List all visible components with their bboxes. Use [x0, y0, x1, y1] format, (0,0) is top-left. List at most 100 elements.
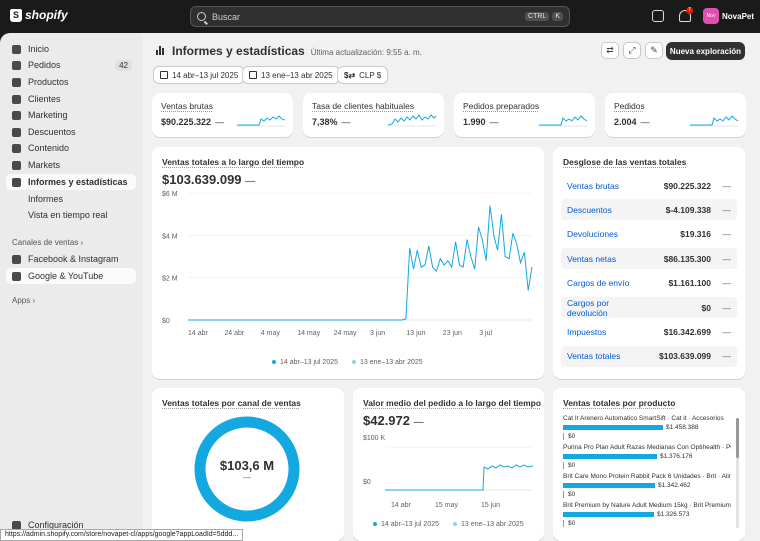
sidebar-item-google-youtube[interactable]: Google & YouTube	[6, 268, 136, 284]
sidebar-item-configuracion[interactable]: Configuración	[6, 517, 136, 533]
edit-button[interactable]: ✎	[645, 42, 663, 59]
axis-zero-label: $0	[563, 491, 731, 498]
chevron-right-icon: ›	[32, 296, 36, 305]
breakdown-value: $86.135.300	[663, 253, 711, 264]
currency-picker[interactable]: $⇄ CLP $	[337, 66, 389, 84]
legend-current[interactable]: 14 abr–13 jul 2025	[272, 359, 338, 366]
axis-zero-label: $0	[563, 433, 731, 440]
x-tick: 24 may	[334, 330, 357, 337]
x-tick: 3 jun	[370, 330, 385, 337]
breakdown-label[interactable]: Descuentos	[567, 204, 612, 215]
store-name[interactable]: NovaPet	[722, 12, 755, 21]
card-title: Desglose de las ventas totales	[563, 157, 687, 167]
product-row[interactable]: Purina Pro Plan Adult Razas Medianas Con…	[563, 444, 731, 469]
chart-icon	[12, 177, 21, 187]
compare-range-picker[interactable]: 13 ene–13 abr 2025	[242, 66, 340, 84]
breakdown-row[interactable]: Ventas totales $103.639.099 —	[561, 345, 737, 367]
pencil-icon: ✎	[650, 45, 658, 55]
shopify-logo[interactable]: shopify	[10, 8, 68, 22]
product-name[interactable]: Purina Pro Plan Adult Razas Medianas Con…	[563, 444, 731, 451]
metric-card-fulfilled-orders[interactable]: Pedidos preparados 1.990—	[454, 93, 595, 137]
x-tick: 15 jun	[481, 502, 500, 509]
legend-current[interactable]: 14 abr–13 jul 2025	[373, 521, 439, 528]
refresh-button[interactable]: ⇄	[601, 42, 619, 59]
avatar[interactable]: Nov	[703, 8, 719, 24]
axis-zero-label: $0	[563, 462, 731, 469]
breakdown-label[interactable]: Ventas netas	[567, 253, 617, 264]
donut-slice-google[interactable]	[194, 416, 300, 522]
donut-chart[interactable]	[192, 414, 302, 534]
orders-icon	[12, 60, 21, 70]
breakdown-row[interactable]: Devoluciones $19.316 —	[561, 224, 737, 245]
breakdown-label[interactable]: Devoluciones	[567, 229, 619, 240]
breakdown-row[interactable]: Cargos por devolución $0 —	[561, 297, 737, 318]
product-row[interactable]: Cat It Arenero Automatico SmartSift · Ca…	[563, 415, 731, 440]
breakdown-change: —	[722, 278, 732, 289]
top-bar: shopify Buscar CTRL K 7 Nov NovaPet	[0, 0, 760, 33]
x-tick: 24 abr	[224, 330, 245, 337]
new-exploration-button[interactable]: Nueva exploración	[666, 42, 745, 60]
scrollbar[interactable]	[736, 418, 739, 528]
fullscreen-button[interactable]: ⤢	[623, 42, 641, 59]
sparkline	[690, 115, 738, 127]
breakdown-label[interactable]: Cargos por devolución	[567, 297, 610, 318]
breakdown-label[interactable]: Cargos de envío	[567, 278, 630, 289]
aov-line-chart[interactable]: $100 K $0 14 abr 15 may 15 jun	[353, 432, 544, 512]
notification-badge: 7	[686, 7, 693, 14]
donut-center-value: $103,6 M	[219, 458, 275, 473]
sidebar-item-markets[interactable]: Markets	[6, 157, 136, 173]
product-row[interactable]: Brit Care Mono Protein Rabbit Pack 6 Uni…	[563, 473, 731, 498]
browser-status-url: https://admin.shopify.com/store/novapet-…	[0, 529, 244, 541]
sidebar-item-clientes[interactable]: Clientes	[6, 91, 136, 107]
breakdown-label[interactable]: Impuestos	[567, 326, 607, 337]
sidebar-item-pedidos[interactable]: Pedidos 42	[6, 57, 136, 73]
breakdown-row[interactable]: Cargos de envío $1.161.100 —	[561, 273, 737, 294]
apps-heading[interactable]: Apps ›	[12, 296, 36, 305]
legend-previous[interactable]: 13 ene–13 abr 2025	[352, 359, 423, 366]
refresh-icon: ⇄	[606, 45, 614, 55]
sidebar-item-facebook-instagram[interactable]: Facebook & Instagram	[6, 251, 136, 267]
product-bar	[563, 454, 657, 459]
sidebar-subitem-tiempo-real[interactable]: Vista en tiempo real	[28, 210, 108, 220]
kbd-k: K	[552, 12, 563, 21]
sidebar-item-contenido[interactable]: Contenido	[6, 140, 136, 156]
metric-card-orders[interactable]: Pedidos 2.004—	[605, 93, 746, 137]
shopify-bag-icon	[10, 8, 22, 22]
sales-channels-heading[interactable]: Canales de ventas ›	[12, 238, 84, 247]
breakdown-label[interactable]: Ventas totales	[567, 351, 621, 362]
gear-icon	[12, 520, 21, 530]
breakdown-row[interactable]: Impuestos $16.342.699 —	[561, 321, 737, 342]
breakdown-row[interactable]: Ventas brutas $90.225.322 —	[561, 175, 737, 196]
date-range-picker[interactable]: 14 abr–13 jul 2025	[153, 66, 246, 84]
breakdown-change: —	[722, 253, 732, 264]
search-input[interactable]: Buscar CTRL K	[190, 6, 570, 27]
axis-zero-label: $0	[563, 520, 731, 527]
product-name[interactable]: Brit Premium by Nature Adult Medium 15kg…	[563, 502, 731, 509]
product-name[interactable]: Cat It Arenero Automatico SmartSift · Ca…	[563, 415, 724, 422]
calendar-icon	[249, 71, 257, 79]
sidebar-item-marketing[interactable]: Marketing	[6, 107, 136, 123]
breakdown-row[interactable]: Ventas netas $86.135.300 —	[561, 248, 737, 270]
sidebar-item-productos[interactable]: Productos	[6, 74, 136, 90]
orders-count-badge: 42	[115, 59, 132, 71]
product-value: $1.458.388	[666, 424, 699, 431]
product-bar	[563, 512, 654, 517]
metric-card-returning-rate[interactable]: Tasa de clientes habituales 7,38% —	[303, 93, 444, 137]
y-tick: $4 M	[162, 233, 178, 240]
product-row[interactable]: Brit Premium by Nature Adult Medium 15kg…	[563, 502, 731, 527]
breakdown-row[interactable]: Descuentos $-4.109.338 —	[561, 199, 737, 221]
sidebar-subitem-informes[interactable]: Informes	[28, 194, 64, 204]
card-title: Ventas totales a lo largo del tiempo	[162, 157, 305, 167]
metric-card-gross-sales[interactable]: Ventas brutas $90.225.322—	[152, 93, 293, 137]
sidebar-item-inicio[interactable]: Inicio	[6, 41, 136, 57]
sidebar-item-informes-estadisticas[interactable]: Informes y estadísticas	[6, 174, 136, 190]
bell-icon[interactable]	[679, 10, 691, 22]
breakdown-value: $-4.109.338	[665, 204, 711, 215]
sidebar-item-descuentos[interactable]: Descuentos	[6, 124, 136, 140]
legend-previous[interactable]: 13 ene–13 abr 2025	[453, 521, 524, 528]
card-title: Ventas totales por canal de ventas	[162, 398, 301, 408]
product-name[interactable]: Brit Care Mono Protein Rabbit Pack 6 Uni…	[563, 473, 731, 480]
sales-line-chart[interactable]: $6 M $4 M $2 M $0 14 abr 24 abr 4 may 14 may 24…	[152, 187, 544, 347]
breakdown-label[interactable]: Ventas brutas	[567, 180, 619, 191]
store-icon[interactable]	[652, 10, 664, 22]
